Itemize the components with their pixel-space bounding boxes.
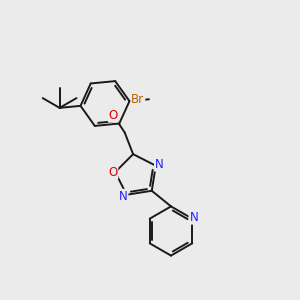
Text: N: N [189,211,198,224]
Text: O: O [109,109,118,122]
Text: N: N [155,158,164,171]
Text: O: O [108,166,117,178]
Text: N: N [119,190,128,203]
Text: Br: Br [131,93,144,106]
